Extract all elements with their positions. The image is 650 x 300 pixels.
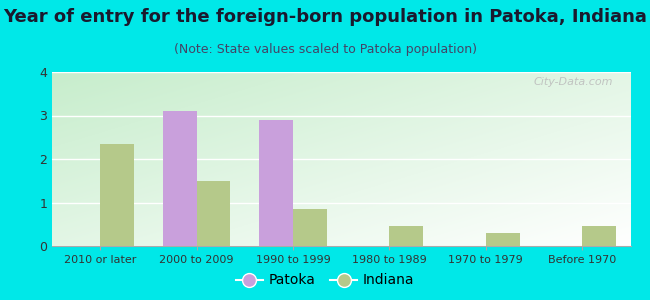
Bar: [163, 111, 196, 246]
Bar: [582, 226, 616, 246]
Bar: [196, 181, 230, 246]
Legend: Patoka, Indiana: Patoka, Indiana: [230, 268, 420, 293]
Text: City-Data.com: City-Data.com: [534, 77, 613, 87]
Text: (Note: State values scaled to Patoka population): (Note: State values scaled to Patoka pop…: [174, 44, 476, 56]
Bar: [389, 226, 423, 246]
Bar: [259, 120, 293, 246]
Bar: [100, 144, 134, 246]
Text: Year of entry for the foreign-born population in Patoka, Indiana: Year of entry for the foreign-born popul…: [3, 8, 647, 26]
Bar: [293, 209, 327, 246]
Bar: [486, 233, 519, 246]
